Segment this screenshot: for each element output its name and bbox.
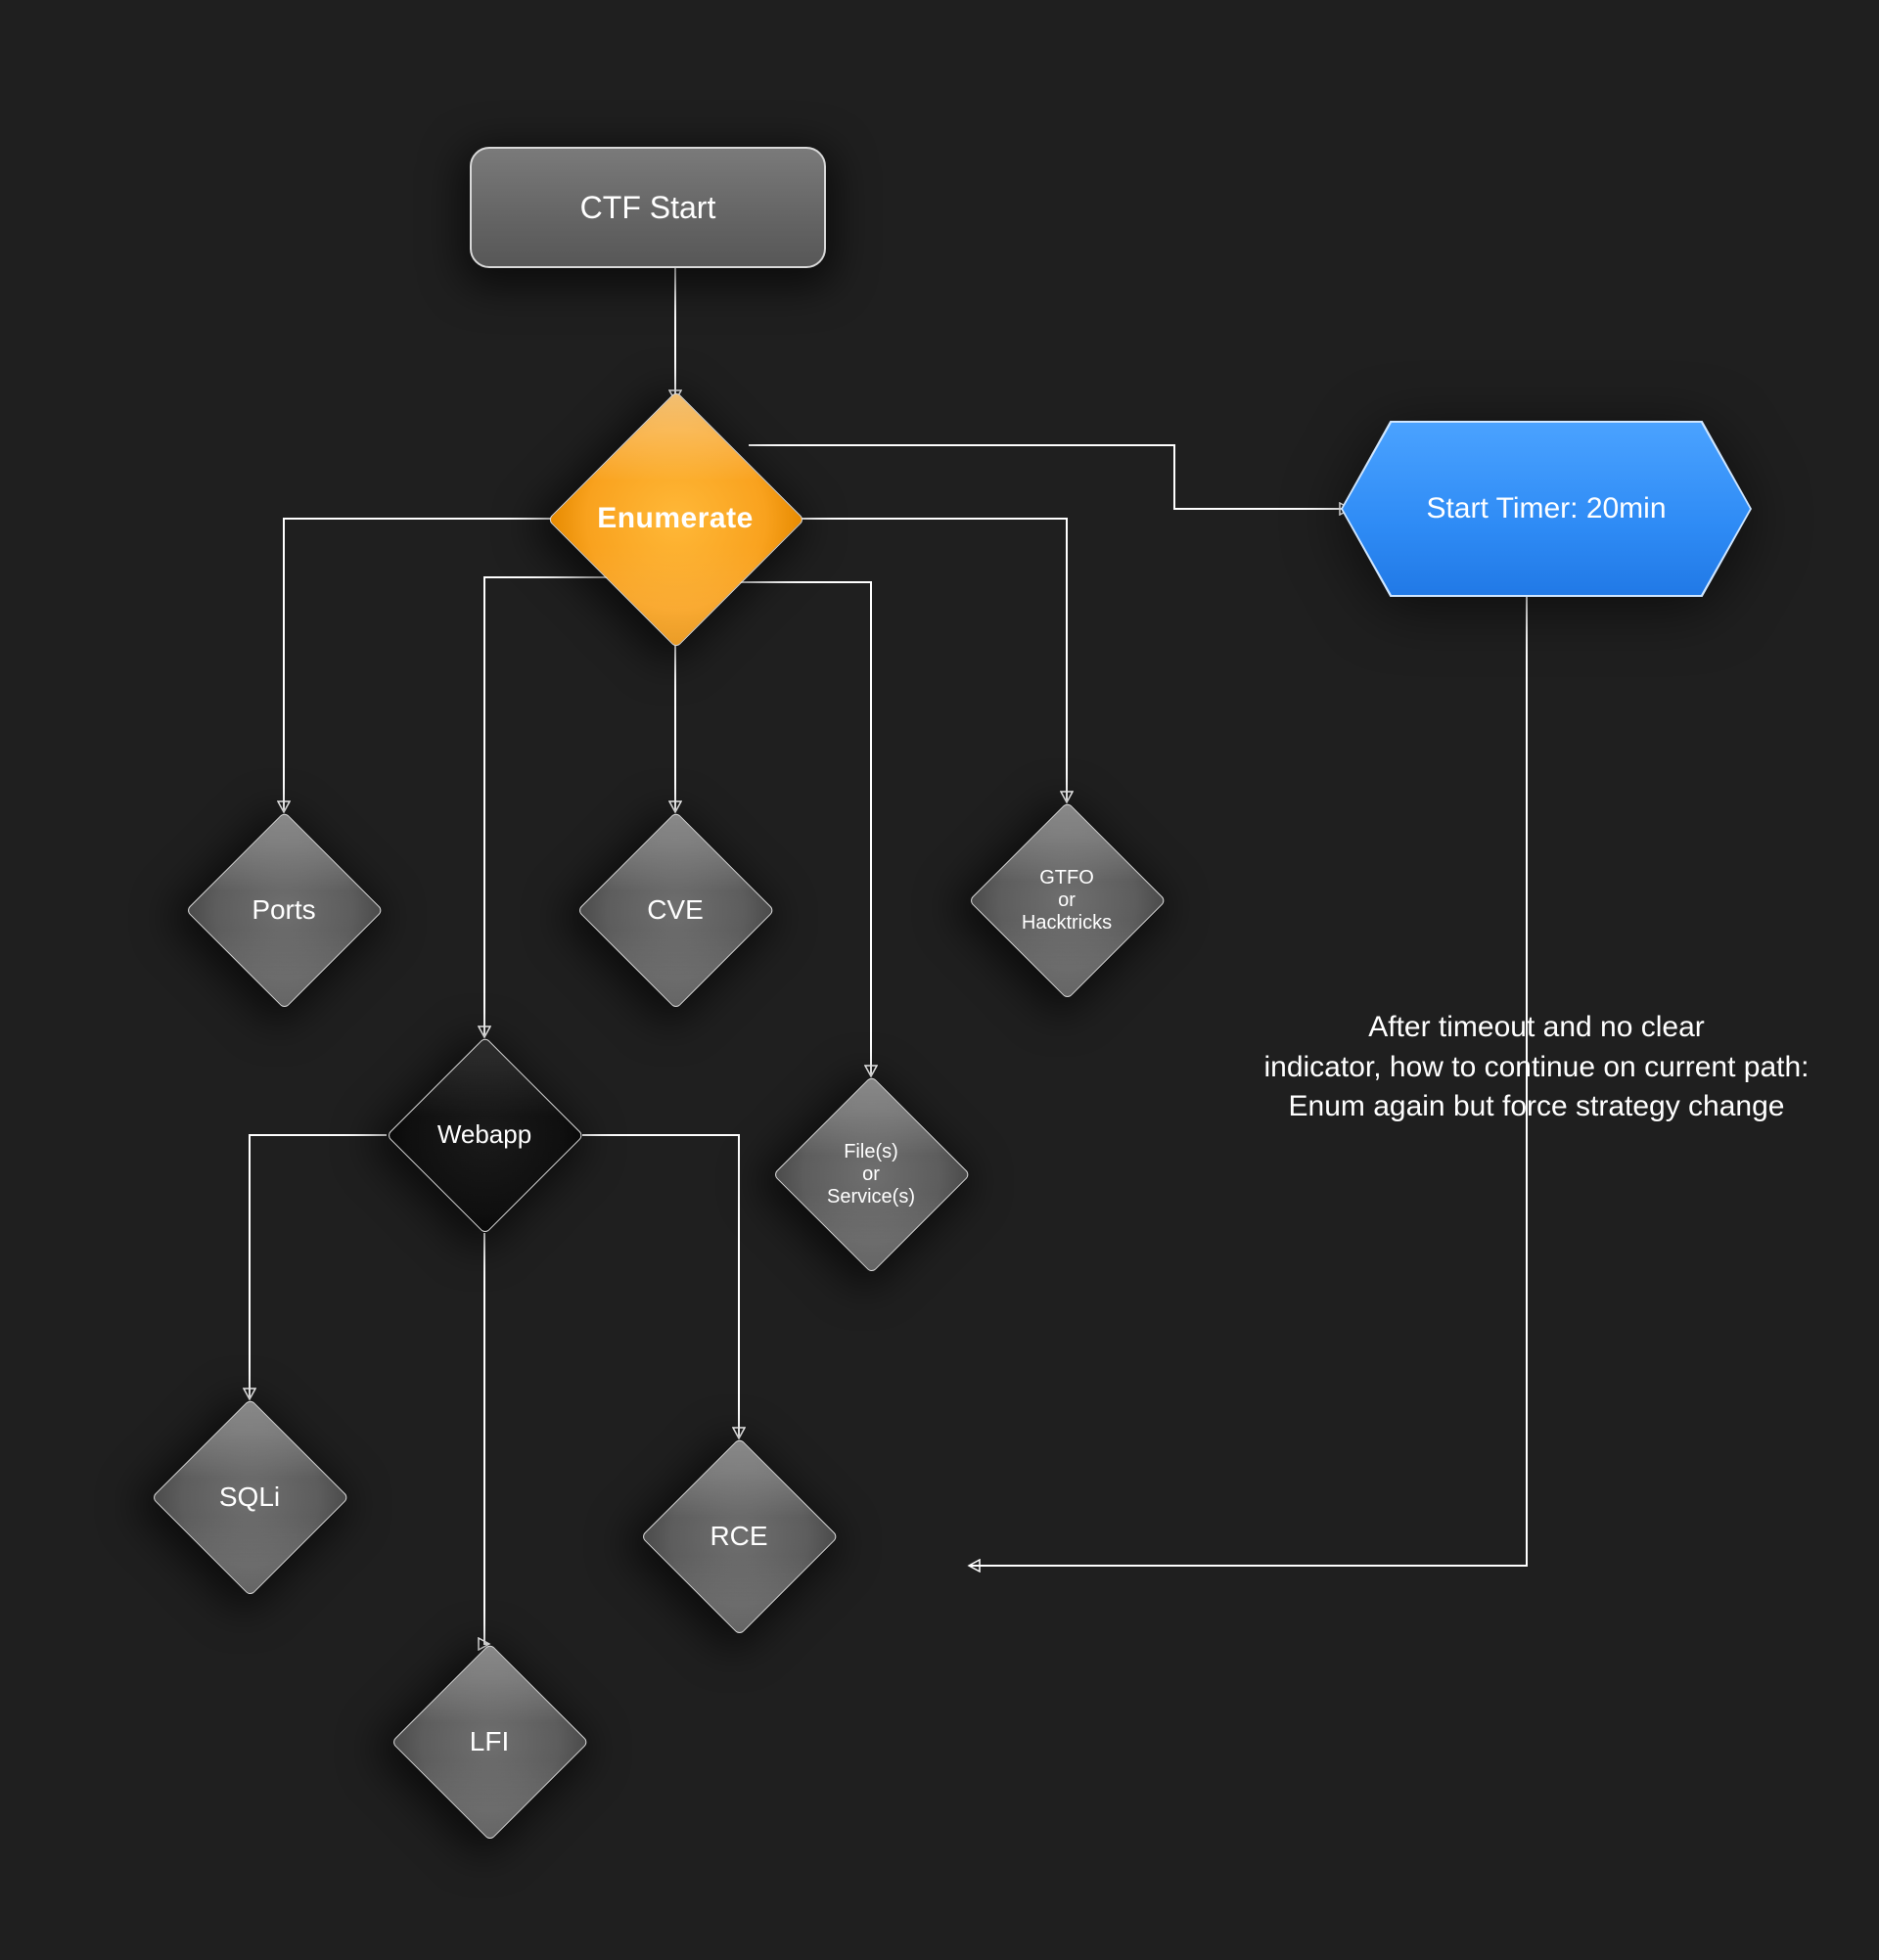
node-timer: Start Timer: 20min (1341, 421, 1752, 597)
flowchart-canvas: CTF Start Enumerate Start Timer: 20min P… (0, 0, 1879, 1960)
node-ports-label: Ports (246, 894, 321, 926)
node-timer-label: Start Timer: 20min (1426, 492, 1666, 525)
node-sqli: SQLi (152, 1399, 347, 1595)
node-gtfo: GTFOorHacktricks (969, 802, 1165, 998)
edge-webapp-to-sqli (250, 1135, 387, 1399)
node-files: File(s)orService(s) (773, 1076, 969, 1272)
node-start-label: CTF Start (580, 190, 716, 226)
node-start: CTF Start (470, 147, 826, 268)
node-sqli-label: SQLi (213, 1481, 286, 1513)
edge-enum-to-timer (749, 445, 1351, 509)
edge-webapp-to-rce (582, 1135, 739, 1438)
edge-enum-to-gtfo (793, 519, 1067, 802)
node-webapp: Webapp (387, 1037, 582, 1233)
node-lfi-label: LFI (464, 1726, 515, 1757)
node-cve-label: CVE (641, 894, 710, 926)
node-gtfo-label: GTFOorHacktricks (1016, 867, 1118, 934)
node-rce-label: RCE (704, 1521, 773, 1552)
timeout-note: After timeout and no clearindicator, how… (1223, 1008, 1850, 1127)
node-rce: RCE (641, 1438, 837, 1634)
node-files-label: File(s)orService(s) (821, 1141, 921, 1208)
node-enumerate-label: Enumerate (591, 502, 759, 536)
edge-enum-to-ports (284, 519, 558, 812)
node-cve: CVE (577, 812, 773, 1008)
node-ports: Ports (186, 812, 382, 1008)
node-enumerate: Enumerate (548, 391, 802, 646)
node-webapp-label: Webapp (432, 1120, 537, 1150)
node-lfi: LFI (391, 1644, 587, 1840)
edge-webapp-to-lfi (484, 1233, 489, 1644)
